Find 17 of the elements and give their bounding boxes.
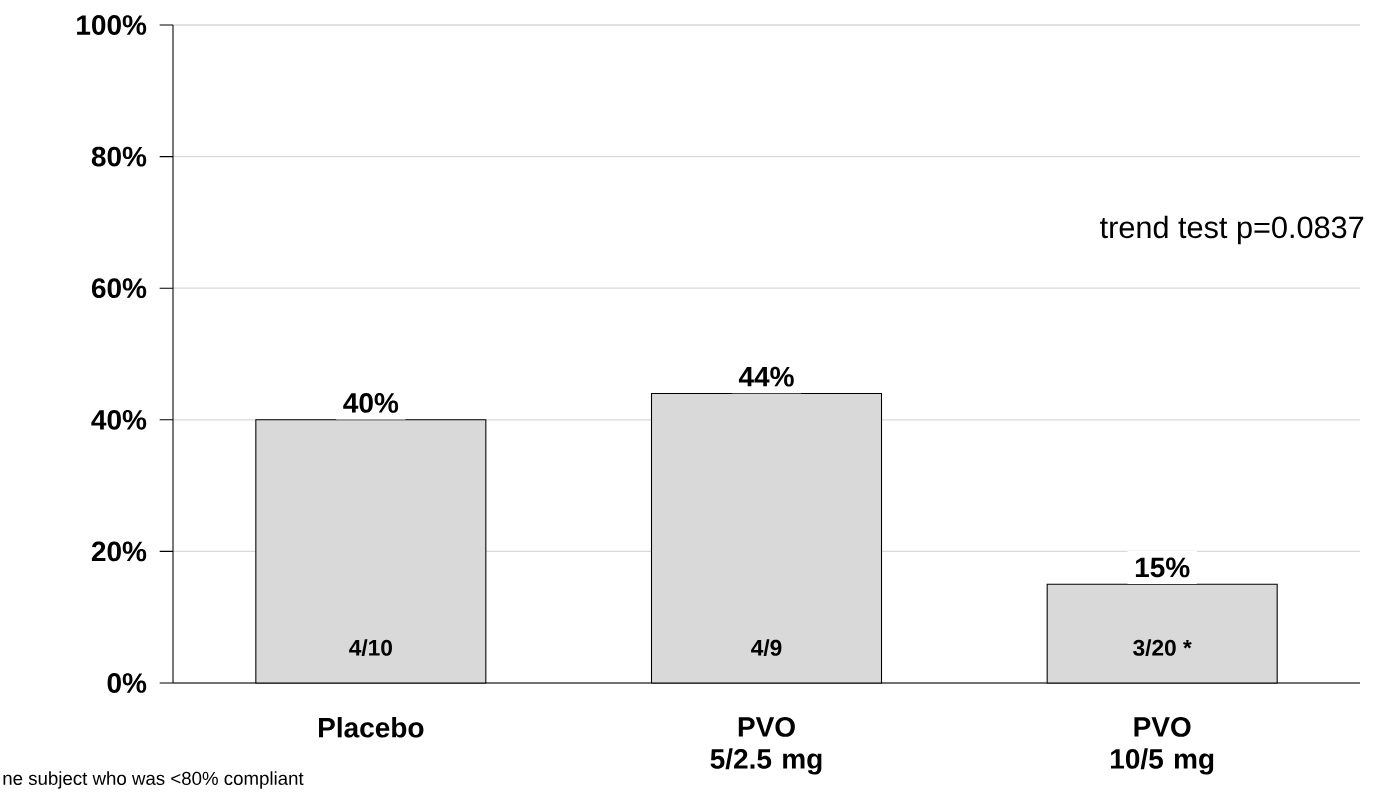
y-tick-label: 20%: [91, 541, 147, 562]
y-tick-label: 60%: [91, 278, 147, 299]
x-tick-label: Placebo: [319, 717, 424, 738]
annotation: 4/9: [751, 639, 782, 657]
annotation: trend test p=0.0837: [1100, 215, 1364, 245]
annotation: 4/10: [349, 639, 392, 657]
y-tick-label: 40%: [91, 409, 147, 430]
data-label: 40%: [343, 393, 399, 413]
x-tick-label: PVO 10/5 mg: [1111, 717, 1214, 775]
y-tick-label: 0%: [107, 673, 147, 693]
y-tick-label: 100%: [77, 15, 147, 35]
x-tick-label: PVO 5/2.5 mg: [710, 717, 822, 775]
text: ne subject who was <80% compliant: [3, 771, 304, 789]
data-label: 15%: [1135, 557, 1190, 578]
y-tick-label: 80%: [91, 146, 147, 167]
annotation: 3/20 *: [1133, 639, 1192, 657]
data-label: 44%: [738, 366, 794, 387]
